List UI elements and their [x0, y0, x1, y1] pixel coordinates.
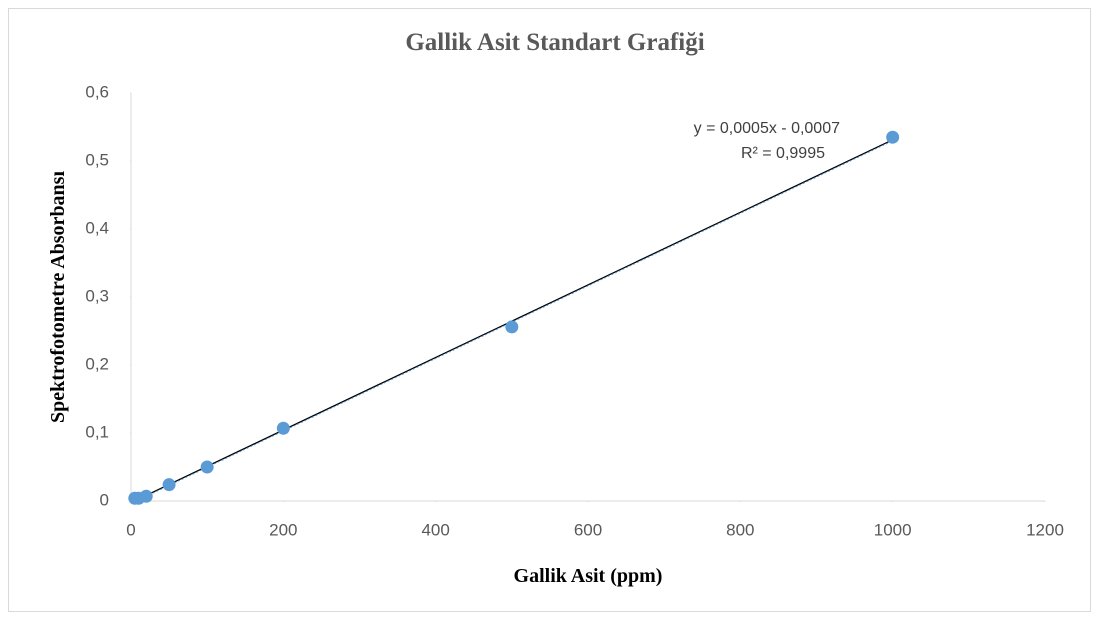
x-tick-label: 0	[126, 520, 135, 539]
y-tick-label: 0	[100, 490, 109, 509]
y-tick-label: 0,5	[85, 150, 109, 169]
x-tick-label: 200	[269, 520, 297, 539]
data-point	[886, 130, 900, 144]
y-axis-title: Spektrofotometre Absorbansı	[47, 171, 69, 423]
x-tick-label: 800	[726, 520, 754, 539]
data-point	[139, 489, 153, 503]
x-tick-label: 1000	[874, 520, 912, 539]
data-point	[162, 478, 176, 492]
trendline-r-squared: R² = 0,9995	[741, 145, 825, 162]
y-tick-label: 0,3	[85, 286, 109, 305]
data-point	[505, 320, 519, 334]
trendline	[134, 139, 893, 502]
chart-title: Gallik Asit Standart Grafiği	[405, 29, 704, 56]
trendline-equation: y = 0,0005x - 0,0007	[694, 120, 840, 137]
y-tick-label: 0,4	[85, 218, 109, 237]
data-point	[276, 421, 290, 435]
y-tick-label: 0,2	[85, 354, 109, 373]
y-tick-label: 0,1	[85, 422, 109, 441]
x-axis-title: Gallik Asit (ppm)	[514, 565, 663, 587]
data-point	[200, 460, 214, 474]
x-tick-label: 400	[421, 520, 449, 539]
y-tick-label: 0,6	[85, 82, 109, 101]
x-tick-label: 600	[574, 520, 602, 539]
x-tick-label: 1200	[1026, 520, 1064, 539]
chart-border	[8, 8, 1091, 612]
